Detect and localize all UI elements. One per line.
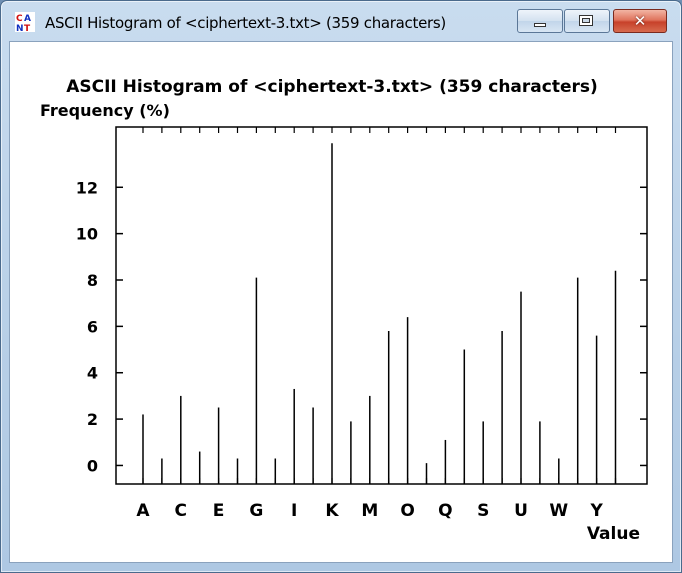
- window-title: ASCII Histogram of <ciphertext-3.txt> (3…: [45, 14, 446, 32]
- close-button[interactable]: ✕: [613, 9, 667, 33]
- cryptool-app-icon: C A N T: [15, 12, 35, 32]
- x-tick-label: C: [175, 501, 187, 521]
- minimize-icon: [534, 23, 546, 27]
- histogram-chart: ASCII Histogram of <ciphertext-3.txt> (3…: [40, 77, 648, 544]
- y-tick-label: 10: [76, 225, 98, 244]
- y-tick-label: 12: [76, 178, 98, 197]
- x-tick-label: E: [213, 501, 225, 521]
- x-tick-label: M: [361, 501, 378, 521]
- plot-frame: [115, 126, 648, 485]
- svg-text:A: A: [24, 14, 31, 24]
- y-tick-label: 6: [87, 317, 98, 336]
- x-tick-label: A: [136, 501, 150, 521]
- x-tick-label: Q: [438, 501, 452, 521]
- x-tick-label: S: [477, 501, 489, 521]
- svg-text:T: T: [24, 24, 31, 32]
- x-tick-label: I: [291, 501, 297, 521]
- x-tick-label: G: [249, 501, 263, 521]
- minimize-button[interactable]: [517, 9, 563, 33]
- y-tick-label: 0: [87, 456, 98, 475]
- svg-text:N: N: [16, 24, 24, 32]
- maximize-button[interactable]: [564, 9, 610, 33]
- x-axis-label: Value: [587, 524, 640, 544]
- y-axis: 0 2 4 6 8 10 12: [76, 178, 647, 475]
- title-bar[interactable]: C A N T ASCII Histogram of <ciphertext-3…: [1, 1, 681, 41]
- close-icon: ✕: [633, 12, 647, 30]
- y-tick-label: 4: [87, 364, 98, 383]
- x-tick-label: W: [549, 501, 568, 521]
- x-tick-label: O: [400, 501, 414, 521]
- y-tick-label: 2: [87, 410, 98, 429]
- chart-title: ASCII Histogram of <ciphertext-3.txt> (3…: [66, 77, 598, 97]
- y-tick-label: 8: [87, 271, 98, 290]
- restore-icon: [579, 15, 593, 26]
- x-tick-label: Y: [589, 501, 603, 521]
- chart-area: ASCII Histogram of <ciphertext-3.txt> (3…: [9, 41, 673, 563]
- svg-text:C: C: [16, 14, 23, 24]
- y-axis-label: Frequency (%): [40, 101, 170, 120]
- x-tick-label: K: [325, 501, 339, 521]
- bars: [142, 143, 617, 484]
- x-tick-label: U: [514, 501, 528, 521]
